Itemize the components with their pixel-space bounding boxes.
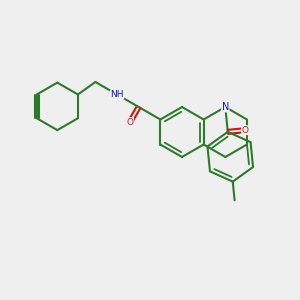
Text: O: O [126, 118, 134, 127]
Text: NH: NH [110, 90, 124, 99]
Text: N: N [222, 102, 229, 112]
Text: O: O [242, 126, 249, 135]
